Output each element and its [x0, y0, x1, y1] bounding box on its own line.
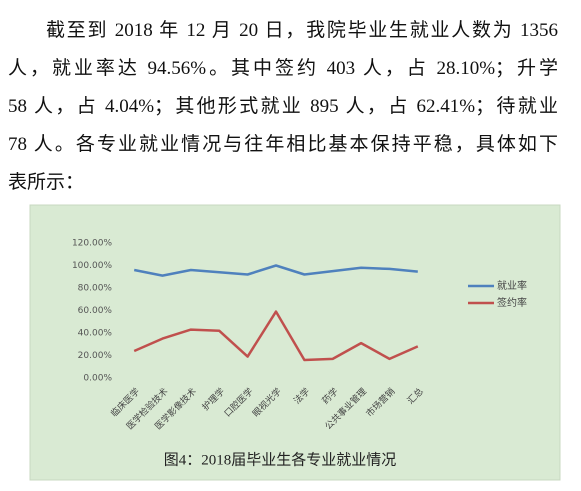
line-series [133, 264, 418, 277]
y-tick-label: 0.00% [83, 374, 112, 384]
legend-label: 就业率 [497, 279, 527, 292]
y-tick-label: 60.00% [78, 306, 113, 316]
y-tick-label: 40.00% [78, 329, 113, 339]
paragraph: 截至到 2018 年 12 月 20 日，我院毕业生就业人数为 1356 人，就业… [8, 12, 558, 202]
text-line: 78 人。各专业就业情况与往年相比基本保持平稳，具体如下 [8, 134, 558, 155]
text-line: 人，就业率达 94.56%。其中签约 403 人，占 28.10%；升学 [8, 58, 558, 79]
y-tick-label: 100.00% [72, 261, 112, 271]
text-line: 截至到 2018 年 12 月 20 日，我院毕业生就业人数为 1356 [46, 20, 558, 41]
line-series [133, 310, 419, 362]
text-line: 58 人，占 4.04%；其他形式就业 895 人，占 62.41%；待就业 [8, 96, 558, 117]
chart-caption: 图4：2018届毕业生各专业就业情况 [164, 451, 397, 468]
y-tick-label: 20.00% [78, 351, 113, 361]
y-tick-label: 120.00% [72, 239, 112, 249]
text-line: 表所示： [8, 172, 85, 193]
y-tick-label: 80.00% [78, 284, 113, 294]
legend-label: 签约率 [497, 296, 527, 309]
